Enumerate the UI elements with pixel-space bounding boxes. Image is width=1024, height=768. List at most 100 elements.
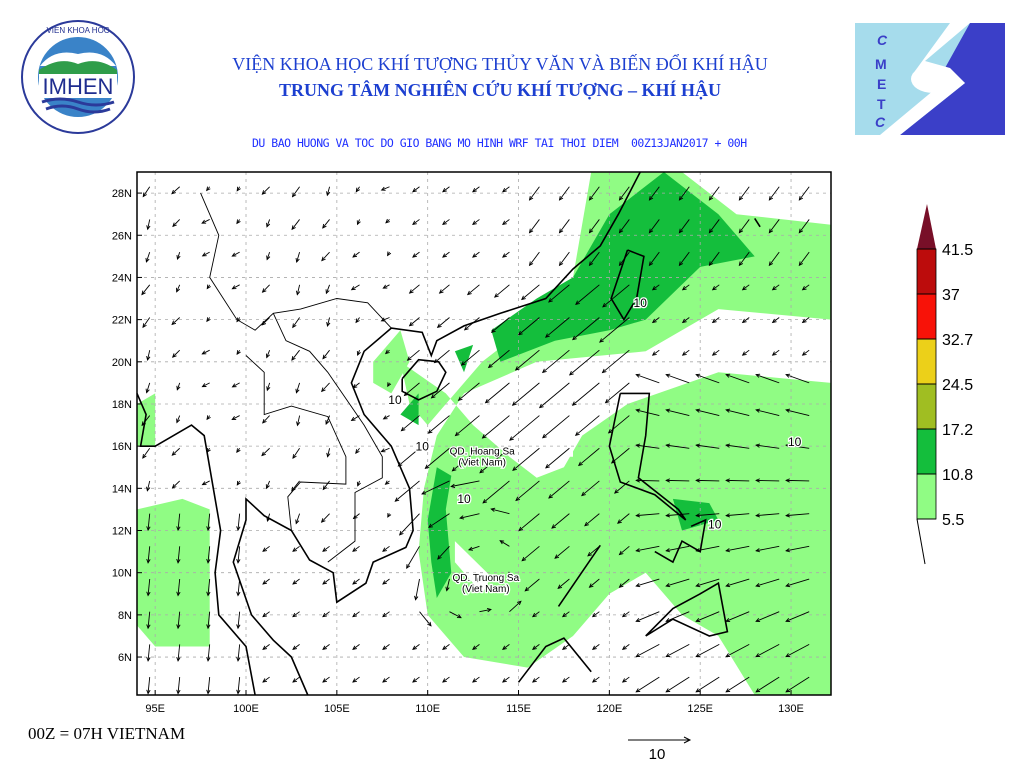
- wind-arrow: [768, 219, 780, 233]
- wind-arrow: [237, 611, 241, 629]
- wind-arrow: [442, 219, 450, 225]
- wind-arrowhead: [665, 478, 671, 483]
- wind-arrowhead: [695, 583, 701, 588]
- wind-arrowhead: [572, 335, 577, 341]
- wind-arrowhead: [678, 195, 684, 201]
- coastline: [557, 544, 601, 607]
- wind-arrow: [296, 252, 301, 263]
- wind-arrow: [266, 251, 271, 260]
- wind-arrow: [695, 676, 720, 693]
- wind-arrowhead: [591, 645, 597, 650]
- wind-arrow: [649, 219, 660, 233]
- wind-arrowhead: [262, 678, 268, 683]
- wind-arrow: [592, 676, 600, 683]
- logo-letter: M: [875, 56, 887, 72]
- wind-arrowhead: [146, 526, 151, 532]
- wind-arrow: [521, 545, 540, 562]
- wind-arrow: [696, 444, 720, 449]
- contour-label: 10: [457, 492, 471, 506]
- wind-arrowhead: [785, 618, 791, 623]
- wind-arrow: [147, 219, 151, 230]
- wind-arrow: [267, 513, 271, 522]
- wind-arrowhead: [382, 612, 387, 618]
- wind-arrow: [515, 349, 540, 371]
- wind-arrowhead: [771, 351, 777, 356]
- wind-arrow: [548, 284, 570, 303]
- wind-arrowhead: [635, 548, 641, 553]
- wind-arrow: [177, 611, 181, 629]
- wind-arrow: [545, 317, 570, 338]
- wind-arrowhead: [695, 513, 701, 518]
- wind-arrow: [756, 545, 780, 552]
- wind-arrow: [562, 676, 570, 683]
- wind-arrowhead: [618, 583, 624, 588]
- wind-arrow: [292, 611, 300, 618]
- wind-arrow: [142, 186, 151, 197]
- wind-arrow: [171, 317, 180, 325]
- wind-arrow: [785, 578, 810, 587]
- wind-arrow: [207, 611, 211, 629]
- wind-arrow: [398, 447, 420, 467]
- wind-arrow: [412, 219, 420, 225]
- wind-arrow: [679, 219, 690, 233]
- wind-arrowhead: [352, 514, 358, 520]
- wind-arrow: [382, 545, 390, 552]
- wind-arrowhead: [400, 426, 406, 432]
- wind-arrowhead: [292, 454, 297, 459]
- wind-arrow: [636, 611, 660, 622]
- wind-arrowhead: [326, 452, 331, 458]
- wind-arrow: [539, 382, 570, 408]
- wind-arrow: [488, 349, 510, 368]
- wind-arrow: [798, 186, 810, 201]
- wind-arrow: [201, 219, 210, 224]
- wind-arrow: [726, 513, 750, 517]
- shade-10-17: [454, 344, 474, 373]
- wind-arrow: [353, 513, 360, 519]
- wind-arrowhead: [587, 551, 592, 557]
- wind-arrow: [415, 578, 420, 600]
- colorbar-label: 41.5: [942, 242, 973, 259]
- reference-vector: 10: [628, 736, 692, 763]
- wind-arrowhead: [442, 678, 447, 683]
- wind-arrowhead: [442, 220, 447, 226]
- wind-arrowhead: [384, 349, 390, 355]
- wind-arrowhead: [382, 284, 388, 289]
- wind-arrow: [449, 611, 462, 619]
- coastlines: [136, 171, 761, 696]
- wind-arrowhead: [292, 580, 298, 585]
- wind-arrowhead: [648, 195, 654, 201]
- map-frame: [136, 171, 832, 696]
- wind-arrowhead: [408, 289, 414, 294]
- wind-arrowhead: [262, 612, 268, 618]
- lon-tick-label: 130E: [778, 703, 804, 715]
- wind-arrow: [712, 317, 720, 323]
- wind-arrow: [292, 545, 300, 552]
- colorbar: 5.5 10.8 17.2 24.5 32.7 37 41.5: [916, 204, 973, 565]
- wind-arrow: [452, 447, 480, 472]
- wind-arrow: [542, 415, 570, 439]
- wind-arrow: [494, 284, 510, 298]
- colorbar-label: 17.2: [942, 422, 973, 439]
- wind-arrowhead: [502, 678, 507, 683]
- wind-arrowhead: [466, 290, 472, 296]
- wind-arrow: [428, 415, 450, 434]
- wind-arrow: [726, 545, 750, 552]
- wind-arrow: [559, 251, 570, 266]
- lat-tick-label: 24N: [112, 272, 132, 284]
- wind-arrow: [434, 349, 450, 363]
- wind-arrow: [261, 317, 270, 326]
- wind-arrowhead: [325, 289, 330, 295]
- wind-arrowhead: [725, 478, 730, 483]
- wind-arrowhead: [509, 436, 514, 441]
- colorbar-segment: [916, 338, 937, 385]
- wind-arrowhead: [695, 443, 701, 448]
- wind-arrow: [589, 186, 600, 201]
- wind-arrow: [589, 219, 600, 233]
- wind-arrowhead: [146, 624, 151, 630]
- wind-arrow: [491, 317, 510, 333]
- wind-arrowhead: [548, 494, 553, 499]
- calm-area: [536, 425, 573, 457]
- wind-arrowhead: [768, 228, 774, 234]
- wind-arrow: [575, 284, 600, 305]
- wind-arrow: [382, 611, 390, 618]
